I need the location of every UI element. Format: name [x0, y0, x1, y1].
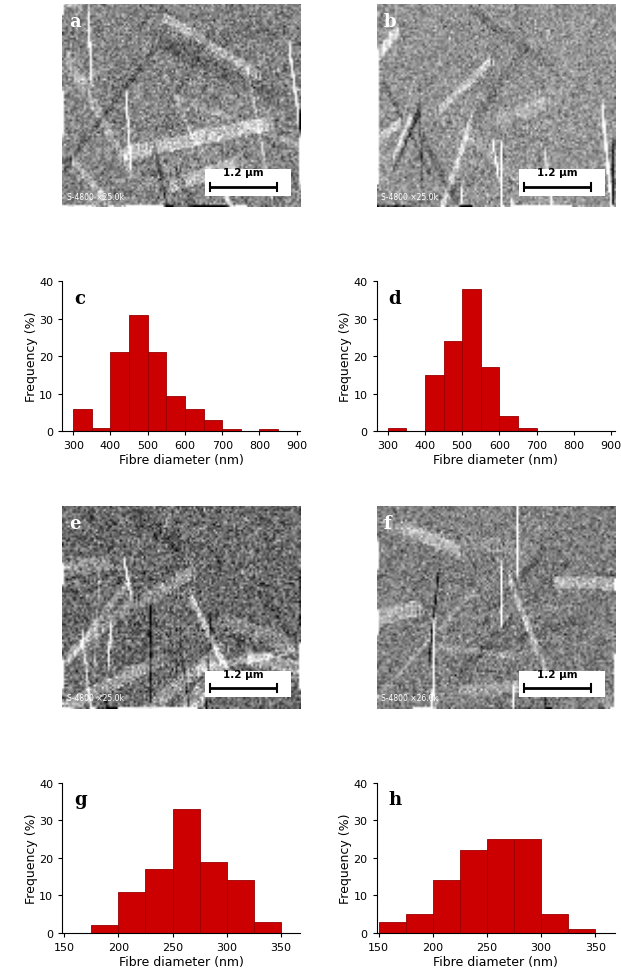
Text: 1.2 μm: 1.2 μm: [537, 168, 578, 178]
Text: e: e: [70, 514, 81, 532]
Text: 1.2 μm: 1.2 μm: [223, 669, 263, 679]
Bar: [518, 428, 537, 432]
Text: a: a: [70, 13, 81, 31]
Text: 1.2 μm: 1.2 μm: [223, 168, 263, 178]
Bar: [204, 421, 222, 432]
Text: S-4800 ×25.0k: S-4800 ×25.0k: [67, 694, 124, 702]
Text: 1.2 μm: 1.2 μm: [537, 669, 578, 679]
Bar: [222, 430, 241, 432]
Bar: [227, 880, 254, 933]
Bar: [205, 170, 291, 196]
X-axis label: Fibre diameter (nm): Fibre diameter (nm): [433, 453, 558, 467]
Bar: [119, 892, 145, 933]
Bar: [520, 170, 605, 196]
Bar: [460, 851, 487, 933]
Text: S-4800 ×26.0k: S-4800 ×26.0k: [381, 694, 438, 702]
Bar: [199, 862, 227, 933]
X-axis label: Fibre diameter (nm): Fibre diameter (nm): [119, 453, 243, 467]
Bar: [73, 409, 92, 432]
Text: f: f: [384, 514, 391, 532]
Bar: [254, 921, 281, 933]
Text: c: c: [74, 289, 85, 308]
Y-axis label: Frequency (%): Frequency (%): [25, 813, 37, 903]
Bar: [185, 409, 204, 432]
Bar: [260, 430, 278, 432]
Bar: [111, 353, 129, 432]
Bar: [443, 342, 462, 432]
Bar: [379, 921, 406, 933]
Bar: [166, 397, 185, 432]
Text: S-4800 ×25.0k: S-4800 ×25.0k: [381, 192, 438, 201]
Bar: [148, 353, 166, 432]
X-axis label: Fibre diameter (nm): Fibre diameter (nm): [433, 955, 558, 968]
Bar: [129, 316, 148, 432]
Text: d: d: [389, 289, 401, 308]
Bar: [388, 428, 406, 432]
Text: h: h: [389, 790, 402, 808]
Bar: [520, 671, 605, 698]
Text: b: b: [384, 13, 396, 31]
Bar: [92, 428, 111, 432]
Bar: [91, 925, 119, 933]
Bar: [499, 417, 518, 432]
Bar: [433, 880, 460, 933]
Bar: [145, 870, 173, 933]
Y-axis label: Frequency (%): Frequency (%): [25, 312, 37, 403]
Y-axis label: Frequency (%): Frequency (%): [339, 813, 352, 903]
Bar: [514, 839, 541, 933]
Bar: [173, 809, 199, 933]
Bar: [541, 914, 568, 933]
Bar: [481, 368, 499, 432]
Text: g: g: [74, 790, 87, 808]
Bar: [462, 289, 481, 432]
Bar: [205, 671, 291, 698]
Bar: [406, 914, 433, 933]
Bar: [568, 929, 596, 933]
Y-axis label: Frequency (%): Frequency (%): [339, 312, 352, 403]
Bar: [425, 375, 443, 432]
Text: S-4800 ×25.0k: S-4800 ×25.0k: [67, 192, 124, 201]
X-axis label: Fibre diameter (nm): Fibre diameter (nm): [119, 955, 243, 968]
Bar: [487, 839, 514, 933]
